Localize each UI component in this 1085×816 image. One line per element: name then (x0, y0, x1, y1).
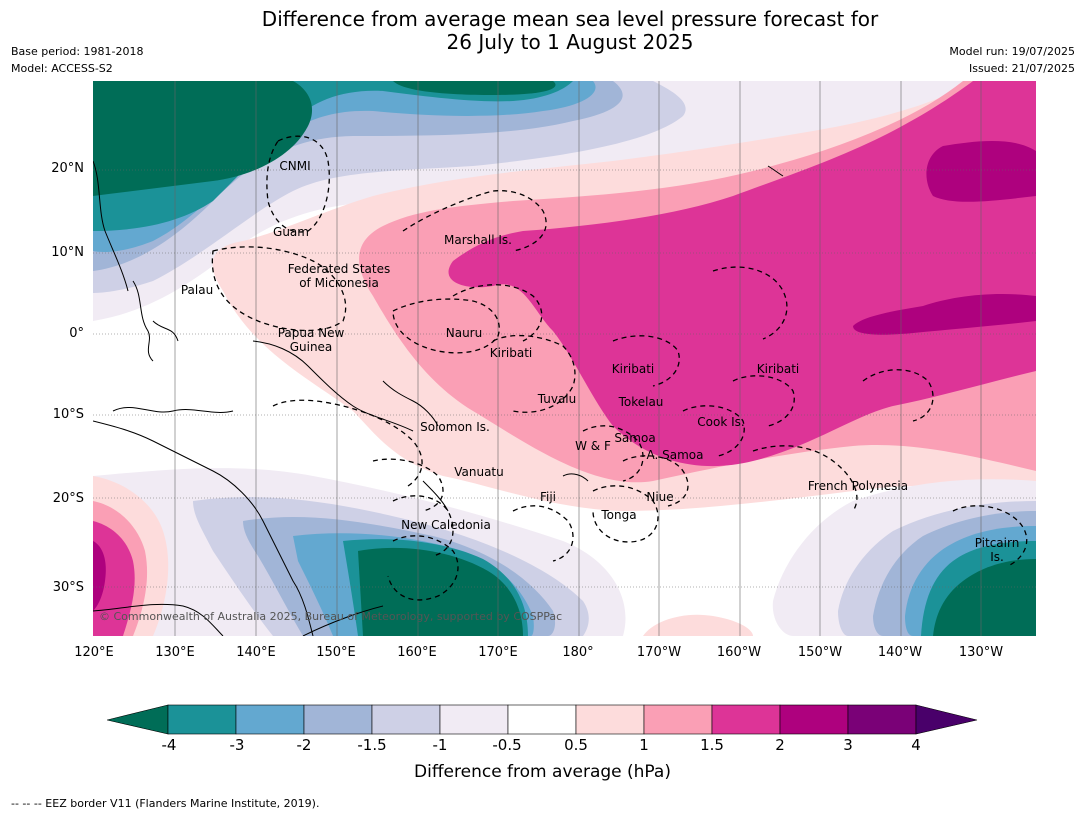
copyright-text: © Commonwealth of Australia 2025, Bureau… (99, 610, 562, 623)
lon-label: 120°E (74, 645, 114, 660)
lat-label: 10°S (52, 407, 84, 422)
issued-text: Issued: 21/07/2025 (968, 62, 1075, 75)
region-labels: CNMI Guam Marshall Is. Federated States … (181, 159, 1019, 564)
gridlines (93, 81, 1036, 636)
colorbar-box (371, 704, 441, 735)
colorbar-box (303, 704, 373, 735)
colorbar-tick: 1.5 (700, 736, 724, 754)
label-frpoly: French Polynesia (808, 479, 908, 493)
eez-legend-note: -- -- -- EEZ border V11 (Flanders Marine… (11, 797, 320, 810)
label-kiribati-central: Kiribati (612, 362, 654, 376)
lon-label: 140°W (877, 645, 923, 660)
colorbar-tick: -0.5 (492, 736, 522, 754)
colorbar-box (575, 704, 645, 735)
label-guam: Guam (273, 225, 309, 239)
label-fsm-line1: Federated States (288, 262, 390, 276)
model-run-text: Model run: 19/07/2025 (949, 45, 1075, 58)
colorbar-tick: 0.5 (564, 736, 588, 754)
lat-label: 0° (69, 326, 84, 341)
title-line-2: 26 July to 1 August 2025 (446, 30, 694, 54)
base-period-text: Base period: 1981-2018 (11, 45, 144, 58)
title-line-1: Difference from average mean sea level p… (261, 7, 879, 31)
label-pitcairn-line1: Pitcairn (975, 536, 1020, 550)
lon-label: 150°E (316, 645, 356, 660)
colorbar-box (847, 704, 917, 735)
label-kiribati-east: Kiribati (757, 362, 799, 376)
model-text: Model: ACCESS-S2 (11, 62, 113, 75)
coastlines (93, 160, 784, 636)
lon-label: 180° (562, 645, 594, 660)
lon-label: 130°E (155, 645, 195, 660)
colorbar (107, 704, 978, 735)
colorbar-under-triangle (107, 704, 169, 735)
colorbar-over-triangle (915, 704, 978, 735)
colorbar-boxes (167, 704, 917, 735)
label-wf: W & F (575, 439, 611, 453)
colorbar-tick: -1.5 (357, 736, 387, 754)
label-marshall: Marshall Is. (444, 233, 512, 247)
label-newcal: New Caledonia (401, 518, 491, 532)
colorbar-box (711, 704, 781, 735)
lon-label: 140°E (236, 645, 276, 660)
colorbar-tick: -4 (161, 736, 177, 754)
colorbar-tick: -2 (296, 736, 312, 754)
label-fsm-line2: of Micronesia (299, 276, 379, 290)
label-samoa: Samoa (614, 431, 655, 445)
lon-label: 160°W (716, 645, 762, 660)
colorbar-tick: -3 (229, 736, 245, 754)
colorbar-box (235, 704, 305, 735)
label-cook: Cook Is. (697, 415, 744, 429)
colorbar-tick: 2 (775, 736, 785, 754)
label-png-line1: Papua New (278, 326, 345, 340)
south-negative-anomaly (93, 468, 1036, 636)
label-tonga: Tonga (600, 508, 636, 522)
colorbar-tick: 3 (843, 736, 853, 754)
map-svg: CNMI Guam Marshall Is. Federated States … (93, 81, 1036, 636)
colorbar-tick: 4 (911, 736, 921, 754)
meta-right: Model run: 19/07/2025 Issued: 21/07/2025 (949, 43, 1075, 77)
colorbar-box (779, 704, 849, 735)
lon-label: 170°E (478, 645, 518, 660)
colorbar-box (507, 704, 577, 735)
label-asamoa: A. Samoa (647, 448, 704, 462)
label-niue: Niue (646, 490, 673, 504)
label-vanuatu: Vanuatu (454, 465, 504, 479)
colorbar-title: Difference from average (hPa) (414, 762, 671, 782)
lat-label: 20°S (52, 491, 84, 506)
colorbar-tick: 1 (639, 736, 649, 754)
label-png-line2: Guinea (290, 340, 333, 354)
lat-label: 30°S (52, 580, 84, 595)
colorbar-box (439, 704, 509, 735)
label-tuvalu: Tuvalu (537, 392, 577, 406)
lon-label: 130°W (958, 645, 1004, 660)
label-pitcairn-line2: Is. (990, 550, 1004, 564)
label-fiji: Fiji (540, 490, 556, 504)
lat-label: 20°N (51, 161, 84, 176)
lon-label: 160°E (397, 645, 437, 660)
colorbar-box (167, 704, 237, 735)
label-solomon: Solomon Is. (420, 420, 490, 434)
colorbar-tick: -1 (432, 736, 448, 754)
pressure-anomaly-map: CNMI Guam Marshall Is. Federated States … (93, 81, 1036, 636)
label-palau: Palau (181, 283, 213, 297)
lon-label: 170°W (636, 645, 682, 660)
colorbar-box (643, 704, 713, 735)
lat-label: 10°N (51, 245, 84, 260)
lon-label: 150°W (797, 645, 843, 660)
label-tokelau: Tokelau (618, 395, 664, 409)
eez-borders (211, 135, 1028, 601)
page-title: Difference from average mean sea level p… (0, 8, 1085, 54)
label-cnmi: CNMI (279, 159, 310, 173)
meta-left: Base period: 1981-2018 Model: ACCESS-S2 (11, 43, 143, 77)
label-kiribati-west: Kiribati (490, 346, 532, 360)
label-nauru: Nauru (446, 326, 482, 340)
